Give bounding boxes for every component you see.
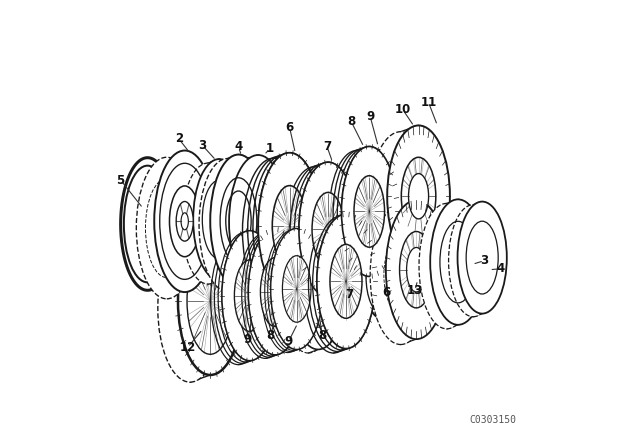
Ellipse shape <box>291 222 346 349</box>
Ellipse shape <box>234 260 265 332</box>
Ellipse shape <box>449 205 498 317</box>
Text: 5: 5 <box>116 173 125 187</box>
Ellipse shape <box>401 157 436 235</box>
Ellipse shape <box>258 153 321 299</box>
Ellipse shape <box>399 232 433 308</box>
Ellipse shape <box>387 125 450 267</box>
Ellipse shape <box>299 162 357 297</box>
Text: 9: 9 <box>285 335 292 348</box>
Text: 12: 12 <box>180 340 196 354</box>
Text: 8: 8 <box>267 328 275 342</box>
Ellipse shape <box>458 202 507 314</box>
Ellipse shape <box>199 159 255 291</box>
Text: 3: 3 <box>198 139 207 152</box>
Text: 4: 4 <box>234 140 243 154</box>
Text: C0303150: C0303150 <box>469 415 516 425</box>
Text: 8: 8 <box>318 328 326 342</box>
Ellipse shape <box>181 213 188 230</box>
Ellipse shape <box>170 186 200 257</box>
Ellipse shape <box>317 214 375 349</box>
Ellipse shape <box>312 193 344 266</box>
Text: 6: 6 <box>382 285 390 299</box>
Ellipse shape <box>176 202 193 241</box>
Ellipse shape <box>158 234 222 382</box>
Ellipse shape <box>370 206 431 345</box>
Ellipse shape <box>260 258 290 327</box>
Text: 7: 7 <box>323 140 332 154</box>
Ellipse shape <box>210 155 267 287</box>
Text: 13: 13 <box>407 284 423 297</box>
Text: 9: 9 <box>243 333 252 346</box>
Text: 4: 4 <box>497 262 505 276</box>
Ellipse shape <box>154 151 215 292</box>
Text: 10: 10 <box>395 103 411 116</box>
Ellipse shape <box>430 199 486 325</box>
Ellipse shape <box>282 256 311 322</box>
Ellipse shape <box>342 146 397 276</box>
Ellipse shape <box>248 229 302 355</box>
Ellipse shape <box>271 228 323 349</box>
Ellipse shape <box>222 231 278 361</box>
Text: 7: 7 <box>345 288 353 302</box>
Ellipse shape <box>354 176 385 247</box>
Text: 1: 1 <box>266 142 274 155</box>
Ellipse shape <box>406 247 426 292</box>
Text: 3: 3 <box>480 254 488 267</box>
Ellipse shape <box>229 155 287 289</box>
Text: 8: 8 <box>348 115 355 129</box>
Ellipse shape <box>330 245 362 318</box>
Ellipse shape <box>178 227 243 375</box>
Ellipse shape <box>369 132 432 273</box>
Ellipse shape <box>419 203 475 329</box>
Ellipse shape <box>386 200 447 339</box>
Ellipse shape <box>272 185 307 266</box>
Text: 9: 9 <box>366 110 374 123</box>
Text: 11: 11 <box>420 95 436 109</box>
Ellipse shape <box>408 173 429 219</box>
Text: 6: 6 <box>285 121 294 134</box>
Ellipse shape <box>182 163 234 284</box>
Ellipse shape <box>193 159 245 280</box>
Ellipse shape <box>136 157 197 299</box>
Text: 2: 2 <box>175 132 183 146</box>
